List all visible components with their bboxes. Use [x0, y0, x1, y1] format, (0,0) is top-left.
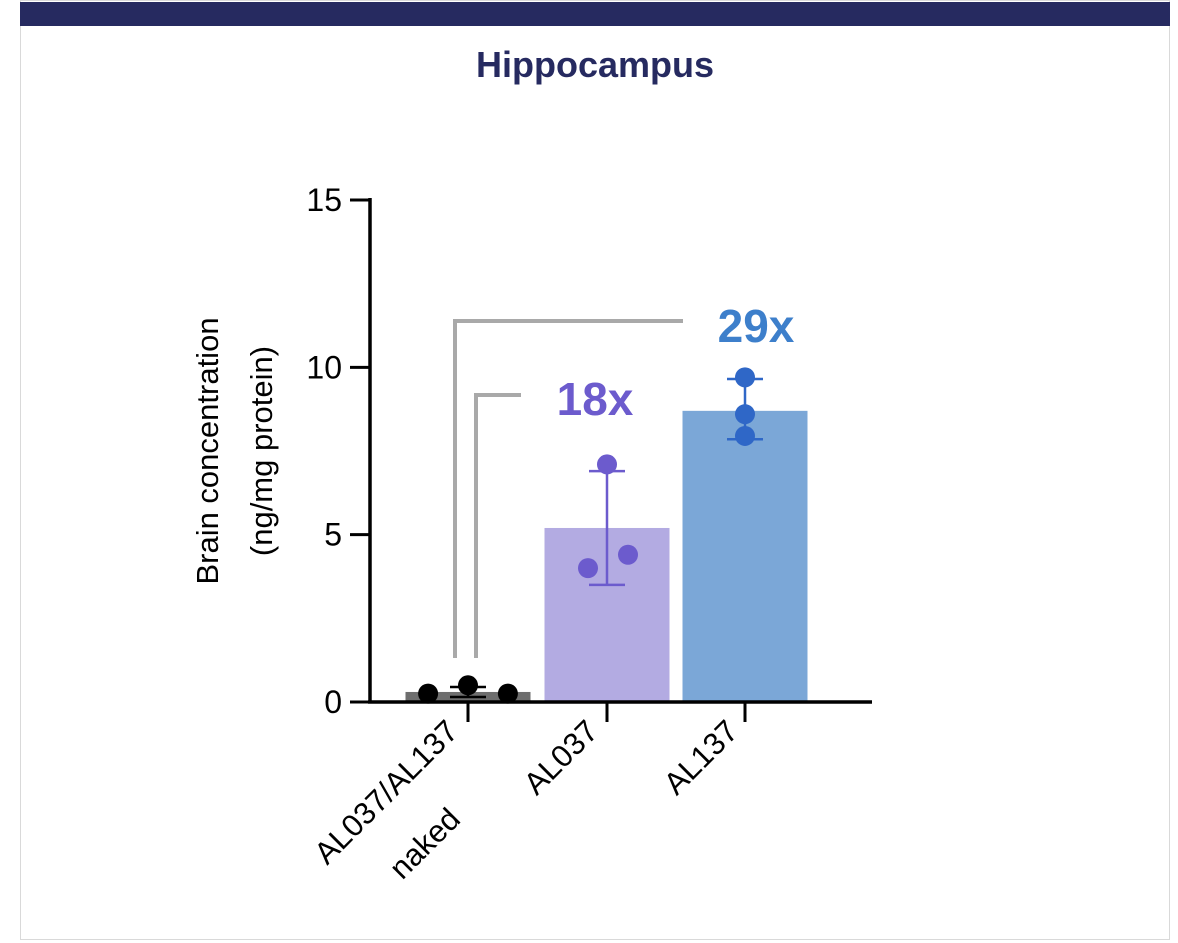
chart-title: Hippocampus — [475, 44, 715, 85]
data-point-2-1 — [578, 558, 598, 579]
y-tick-label-15: 15 — [306, 182, 342, 218]
fold-change-brackets — [453, 319, 683, 658]
y-tick-label-10: 10 — [306, 349, 342, 385]
points-group — [418, 367, 755, 704]
y-tick-label-0: 0 — [324, 684, 342, 720]
annotation-29x: 29x — [718, 300, 795, 352]
y-axis-title-line2: (ng/mg protein) — [244, 346, 279, 556]
data-point-2-2 — [597, 454, 617, 475]
data-point-1-3 — [497, 683, 518, 704]
data-point-3-2 — [735, 404, 755, 425]
annotation-18x: 18x — [557, 373, 634, 425]
category-label-3: AL137 — [657, 713, 745, 801]
y-tick-label-5: 5 — [324, 517, 342, 553]
data-point-1-2 — [458, 675, 478, 696]
data-point-1-1 — [418, 683, 439, 704]
bar-3 — [682, 410, 808, 702]
axes-group: 0 5 10 15 — [306, 182, 872, 722]
bracket-18x — [474, 393, 521, 658]
bracket-29x — [453, 319, 683, 658]
data-point-3-3 — [735, 425, 755, 446]
category-label-1-line2: naked — [382, 801, 466, 885]
data-point-3-1 — [735, 367, 755, 388]
data-point-2-3 — [618, 544, 638, 565]
y-axis-title-line1: Brain concentration — [190, 317, 225, 584]
header-bar — [20, 2, 1170, 26]
category-label-2: AL037 — [517, 713, 605, 801]
